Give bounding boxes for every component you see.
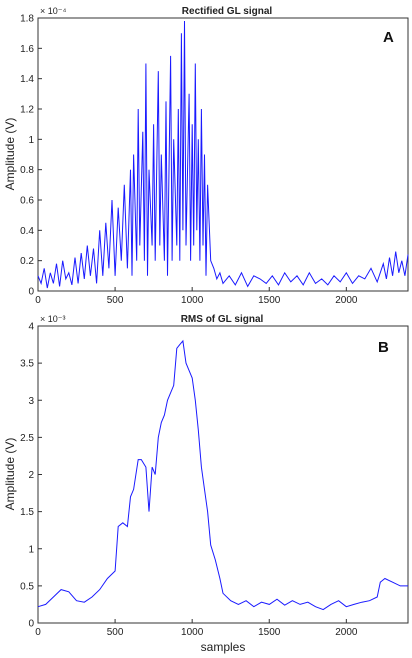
panel-b-ylabel: Amplitude (V) bbox=[3, 438, 17, 511]
panel-b-y-tick-label: 2.5 bbox=[20, 433, 34, 444]
panel-a-y-tick-label: 0.2 bbox=[20, 256, 34, 267]
panel-a-y-tick-label: 1.8 bbox=[20, 14, 34, 25]
panel-b-x-tick-label: 500 bbox=[107, 627, 124, 638]
panel-a-x-tick-label: 1500 bbox=[258, 295, 281, 306]
panel-a: Rectified GL signal × 10⁻⁴ 0 500 1000 1500 2… bbox=[3, 6, 409, 306]
panel-a-x-tick-label: 2000 bbox=[335, 295, 358, 306]
panel-b-y-tick-label: 0.5 bbox=[20, 581, 34, 592]
panel-b: RMS of GL signal × 10⁻³ 0 500 1000 1500 2000… bbox=[3, 314, 409, 654]
panel-b-x-tick-label: 0 bbox=[35, 627, 41, 638]
panel-a-exponent: × 10⁻⁴ bbox=[40, 6, 67, 16]
panel-a-x-tick-label: 500 bbox=[107, 295, 124, 306]
panel-b-x-tick-label: 1500 bbox=[258, 627, 281, 638]
panel-b-series-line bbox=[37, 339, 408, 611]
panel-a-y-tick-label: 0.6 bbox=[20, 196, 34, 207]
panel-b-y-tick-label: 3.5 bbox=[20, 359, 34, 370]
panel-b-y-tick-label: 3 bbox=[28, 396, 34, 407]
panel-a-plot-frame bbox=[37, 17, 409, 292]
panel-a-y-tick-label: 0 bbox=[28, 287, 34, 298]
panel-a-y-tick-label: 1 bbox=[28, 135, 34, 146]
panel-b-title: RMS of GL signal bbox=[181, 314, 264, 325]
panel-b-y-ticks: 0 0.5 1 1.5 2 2.5 3 3.5 4 bbox=[20, 322, 42, 630]
panel-a-title: Rectified GL signal bbox=[182, 6, 273, 17]
panel-b-x-tick-label: 1000 bbox=[181, 627, 204, 638]
panel-b-y-tick-label: 4 bbox=[28, 322, 34, 333]
panel-a-letter: A bbox=[383, 29, 394, 46]
panel-b-y-tick-label: 0 bbox=[28, 619, 34, 630]
panel-b-y-tick-label: 1 bbox=[28, 544, 34, 555]
panel-a-y-tick-label: 0.4 bbox=[20, 226, 34, 237]
panel-a-y-tick-label: 1.6 bbox=[20, 44, 34, 55]
panel-a-y-tick-label: 1.4 bbox=[20, 74, 34, 85]
panel-b-plot-frame bbox=[37, 325, 409, 624]
panel-b-letter: B bbox=[378, 339, 389, 356]
panel-b-x-tick-label: 2000 bbox=[335, 627, 358, 638]
panel-b-y-tick-label: 2 bbox=[28, 470, 34, 481]
panel-a-y-tick-label: 1.2 bbox=[20, 105, 34, 116]
panel-b-exponent: × 10⁻³ bbox=[40, 314, 66, 324]
panel-a-x-tick-label: 0 bbox=[35, 295, 41, 306]
panel-a-x-tick-label: 1000 bbox=[181, 295, 204, 306]
panel-a-x-ticks: 0 500 1000 1500 2000 bbox=[35, 287, 358, 306]
panel-a-y-tick-label: 0.8 bbox=[20, 165, 34, 176]
panel-a-y-ticks: 0 0.2 0.4 0.6 0.8 1 1.2 1.4 1.6 1.8 bbox=[20, 14, 42, 298]
panel-b-y-tick-label: 1.5 bbox=[20, 507, 34, 518]
panel-a-ylabel: Amplitude (V) bbox=[3, 118, 17, 191]
panel-b-xlabel: samples bbox=[201, 640, 246, 654]
panel-a-series-line bbox=[37, 20, 409, 289]
panel-b-x-ticks: 0 500 1000 1500 2000 bbox=[35, 619, 358, 638]
